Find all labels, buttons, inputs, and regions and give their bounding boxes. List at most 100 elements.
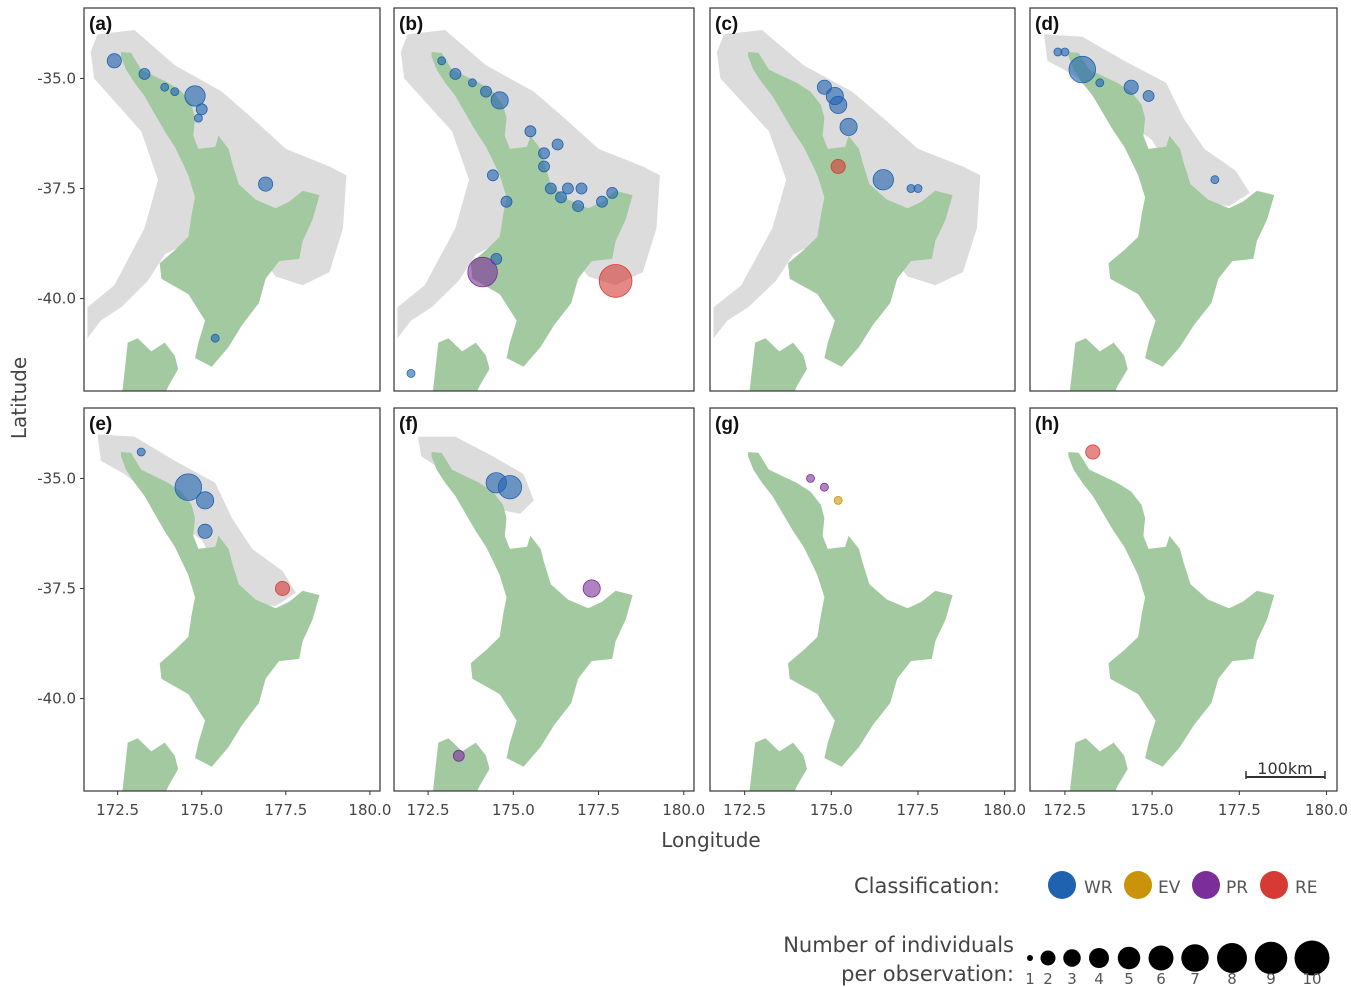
legend-label-wr: WR [1084,878,1113,898]
observation-point [524,125,537,138]
y-tick-label: -35.0 [37,469,76,487]
observation-point [210,333,220,343]
size-legend-number: 6 [1156,970,1166,987]
observation-point [538,147,550,160]
observation-point [830,158,846,174]
y-tick-label: -40.0 [37,690,76,708]
observation-point [500,195,513,208]
observation-point [829,95,848,114]
classification-legend: Classification: WR EV PR RE [854,871,1318,899]
panel-label: (a) [89,14,112,35]
observation-point [562,182,574,195]
map-panel: (f) [393,407,695,792]
north-island-landmass [121,52,320,367]
observation-point [467,78,477,88]
observation-point [913,184,923,193]
panel-border [393,407,695,792]
observation-point [490,91,509,110]
observation-point [820,482,829,492]
classification-legend-title: Classification: [854,874,1000,898]
x-tick-label: 172.5 [407,801,450,819]
y-axis-title: Latitude [7,357,31,439]
legend-swatch-wr [1048,871,1076,899]
size-legend-number: 2 [1043,970,1053,987]
size-legend-circle [1117,946,1141,970]
panel-border [1029,7,1338,392]
size-legend-title-line2: per observation: [841,962,1014,986]
x-tick-label: 175.0 [810,801,853,819]
size-legend-number: 9 [1266,970,1276,987]
y-tick-label: -40.0 [37,290,76,308]
observation-point [544,182,557,195]
map-panel: (d) [1029,7,1338,392]
observation-point [406,368,416,378]
map-panel: (g) [709,407,1016,792]
observation-point [452,749,465,762]
x-tick-label: 180.0 [348,801,391,819]
size-legend-number: 7 [1190,970,1200,987]
panel-label: (g) [715,414,739,435]
observation-point [1210,175,1220,185]
size-legend-title-line1: Number of individuals [783,933,1014,957]
size-legend-circle [1040,950,1056,966]
x-tick-label: 175.0 [180,801,223,819]
legend-swatch-ev [1124,871,1152,899]
legend-label-ev: EV [1158,878,1181,898]
panel-border [709,7,1016,392]
north-island-landmass [748,52,953,367]
observation-point [575,182,588,195]
observation-point [174,473,203,501]
north-island-landmass [121,452,320,767]
x-tick-label: 177.5 [1218,801,1261,819]
observation-point [170,87,180,96]
observation-point [598,264,633,298]
size-legend-circle [1294,940,1330,976]
observation-point [196,491,215,510]
scale-bar-label: 100km [1257,759,1312,778]
map-panel: (e) [83,407,381,792]
panel-label: (h) [1035,414,1059,435]
x-tick-label: 177.5 [896,801,939,819]
size-legend-number: 5 [1124,970,1134,987]
size-legend-number: 8 [1227,970,1237,987]
observation-point [806,473,815,483]
observation-point [1095,78,1105,88]
observation-point [1060,47,1070,57]
panel-label: (c) [715,14,738,35]
x-tick-label: 172.5 [96,801,139,819]
map-panel: (b) [393,7,695,392]
size-legend-circle [1217,943,1247,973]
observation-point [193,113,203,123]
observation-point [195,103,208,116]
x-axis-title: Longitude [661,828,760,852]
map-panel: (c) [709,7,1016,392]
observation-point [1142,90,1155,102]
scale-bar: 100km [1245,759,1326,779]
observation-point [184,85,206,107]
observation-point [160,82,170,92]
size-legend-circle [1254,941,1288,975]
north-island-landmass [748,452,953,767]
observation-point [497,475,522,500]
observation-point [258,176,274,192]
panel-border [393,7,695,392]
south-island-landmass [749,738,807,791]
north-island-landmass [431,52,633,367]
size-legend-circle [1089,948,1109,968]
observation-point [572,200,584,213]
south-island-landmass [749,338,807,391]
legend-label-re: RE [1295,878,1318,898]
observation-point [136,447,146,457]
legend-label-pr: PR [1226,878,1248,898]
x-tick-label: 175.0 [1131,801,1174,819]
panel-label: (f) [399,414,418,435]
x-tick-label: 177.5 [577,801,620,819]
observation-point [606,186,619,199]
observation-point [551,138,564,151]
size-legend-circle [1027,955,1033,961]
x-tick-label: 175.0 [492,801,535,819]
observation-point [596,195,608,208]
axis-ticks: -35.0 -37.5 -40.0 -35.0 -37.5 -40.0 172.5 175.0… [37,69,1348,819]
observation-point [538,160,550,173]
